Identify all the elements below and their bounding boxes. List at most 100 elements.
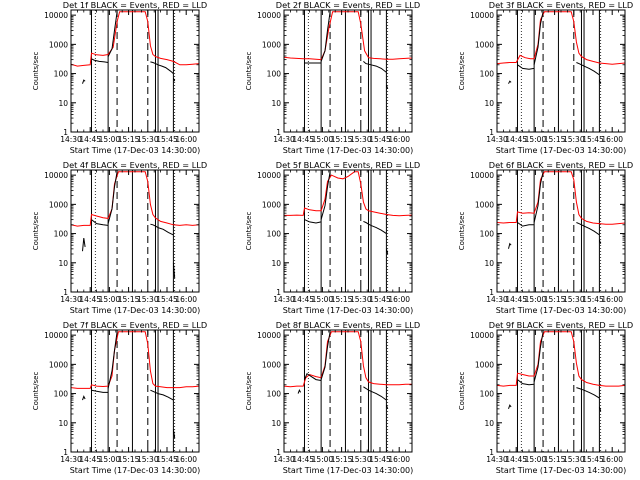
series-line-events <box>370 64 387 73</box>
series-line-events <box>517 64 535 70</box>
panel-title: Det 5f BLACK = Events, RED = LLD <box>276 160 420 170</box>
x-tick-label: 14:30 <box>273 455 295 464</box>
series-line-events <box>107 171 118 224</box>
series-line-events <box>370 390 387 401</box>
vertical-markers <box>516 10 602 132</box>
y-tick-label: 10 <box>484 419 494 428</box>
series-line-lld <box>497 171 625 225</box>
x-tick-label: 16:00 <box>175 295 197 304</box>
x-tick-label: 15:30 <box>137 295 159 304</box>
y-tick-label: 10 <box>484 99 494 108</box>
x-axis-label: Start Time (17-Dec-03 14:30:00) <box>496 306 627 315</box>
series-line-events <box>598 239 602 244</box>
x-tick-label: 15:00 <box>525 455 547 464</box>
x-tick-label: 16:00 <box>388 455 410 464</box>
y-tick-label: 1000 <box>262 360 281 369</box>
x-tick-label: 14:45 <box>292 455 314 464</box>
series-line-events <box>157 227 174 236</box>
x-tick-label: 16:00 <box>175 455 197 464</box>
x-axis-label: Start Time (17-Dec-03 14:30:00) <box>283 466 414 475</box>
x-tick-label: 15:30 <box>350 455 372 464</box>
panel-det-6: Det 6f BLACK = Events, RED = LLD 1 10 100 10… <box>458 160 633 315</box>
x-tick-label: 15:30 <box>350 135 372 144</box>
series-line-events <box>320 11 331 62</box>
x-tick-label: 15:15 <box>331 295 353 304</box>
series-line-events <box>576 387 585 391</box>
x-tick-label: 15:00 <box>99 135 121 144</box>
x-tick-label: 15:45 <box>156 295 178 304</box>
series-line-events <box>363 386 372 392</box>
x-tick-label: 14:30 <box>273 295 295 304</box>
x-tick-label: 15:45 <box>582 455 604 464</box>
series-group <box>497 11 625 84</box>
series-line-events <box>150 223 159 229</box>
x-tick-label: 14:30 <box>273 135 295 144</box>
x-tick-label: 15:00 <box>99 295 121 304</box>
series-line-events <box>517 379 535 386</box>
y-tick-label: 1 <box>276 128 281 137</box>
series-line-events <box>583 65 600 76</box>
series-line-events <box>508 242 512 249</box>
y-tick-label: 1000 <box>475 360 494 369</box>
series-line-events <box>172 429 176 439</box>
x-axis-label: Start Time (17-Dec-03 14:30:00) <box>70 146 201 155</box>
y-tick-label: 1000 <box>49 40 68 49</box>
series-group <box>284 331 412 409</box>
series-line-events <box>583 389 600 399</box>
x-tick-label: 15:15 <box>544 295 566 304</box>
y-axis-label: Counts/sec <box>458 212 466 251</box>
x-tick-label: 15:15 <box>331 135 353 144</box>
y-tick-label: 10000 <box>44 11 68 20</box>
y-axis-label: Counts/sec <box>458 372 466 411</box>
panel-title: Det 2f BLACK = Events, RED = LLD <box>276 0 420 10</box>
x-tick-label: 15:00 <box>99 455 121 464</box>
x-tick-label: 14:30 <box>60 455 82 464</box>
panel-title: Det 8f BLACK = Events, RED = LLD <box>276 320 420 330</box>
y-tick-label: 10000 <box>257 171 281 180</box>
panel-title: Det 9f BLACK = Events, RED = LLD <box>489 320 633 330</box>
y-tick-label: 10000 <box>44 171 68 180</box>
series-line-events <box>385 405 389 409</box>
series-group <box>284 171 412 255</box>
vertical-markers <box>303 170 389 292</box>
x-tick-label: 15:45 <box>156 455 178 464</box>
x-axis-label: Start Time (17-Dec-03 14:30:00) <box>283 306 414 315</box>
x-tick-label: 15:30 <box>563 455 585 464</box>
series-line-events <box>82 79 86 84</box>
x-tick-label: 14:45 <box>505 295 527 304</box>
series-line-events <box>82 238 86 252</box>
x-tick-label: 14:45 <box>292 135 314 144</box>
y-tick-label: 1000 <box>49 200 68 209</box>
x-tick-label: 16:00 <box>175 135 197 144</box>
x-tick-label: 14:45 <box>79 295 101 304</box>
series-line-events <box>583 225 600 236</box>
series-line-events <box>82 395 86 401</box>
x-tick-label: 16:00 <box>601 455 623 464</box>
y-tick-label: 1 <box>63 288 68 297</box>
y-tick-label: 1 <box>489 448 494 457</box>
x-tick-label: 15:30 <box>350 295 372 304</box>
series-line-events <box>533 11 544 65</box>
y-tick-label: 1000 <box>49 360 68 369</box>
y-tick-label: 1000 <box>262 40 281 49</box>
y-tick-label: 10 <box>58 259 68 268</box>
series-line-events <box>598 406 602 412</box>
y-tick-label: 100 <box>480 230 495 239</box>
x-tick-label: 15:00 <box>525 295 547 304</box>
plot-frame <box>70 9 200 133</box>
y-tick-label: 100 <box>54 390 69 399</box>
series-line-lld <box>497 331 625 387</box>
panel-title: Det 7f BLACK = Events, RED = LLD <box>63 320 207 330</box>
x-tick-label: 15:00 <box>312 295 334 304</box>
y-tick-label: 10 <box>271 419 281 428</box>
y-axis-label: Counts/sec <box>245 212 253 251</box>
series-line-events <box>91 219 109 226</box>
series-line-events <box>576 222 585 227</box>
series-line-lld <box>284 11 412 61</box>
y-tick-label: 100 <box>54 230 69 239</box>
vertical-markers <box>90 10 176 132</box>
x-tick-label: 15:00 <box>525 135 547 144</box>
panel-det-7: Det 7f BLACK = Events, RED = LLD 1 10 100 10… <box>32 320 207 475</box>
series-group <box>497 331 625 412</box>
series-line-events <box>385 85 389 89</box>
